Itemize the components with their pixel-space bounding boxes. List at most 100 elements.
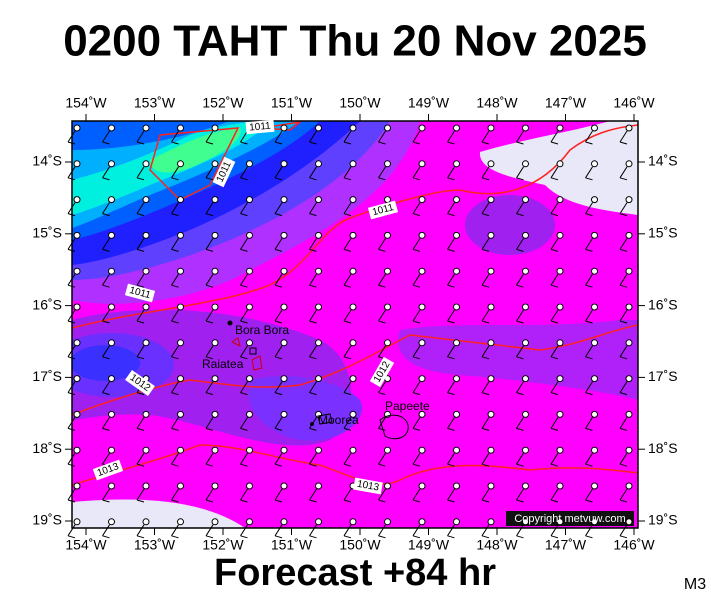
lat-label: 19˚S bbox=[32, 512, 62, 528]
barb-station bbox=[349, 518, 357, 526]
barb bbox=[171, 488, 179, 503]
lat-label: 16˚S bbox=[32, 296, 62, 312]
barb bbox=[67, 309, 76, 324]
barb bbox=[102, 166, 110, 181]
barb-station bbox=[487, 124, 495, 132]
barb-station bbox=[487, 339, 495, 347]
barb-station bbox=[418, 339, 426, 347]
barb-station bbox=[142, 124, 150, 132]
barb bbox=[309, 130, 317, 145]
barb-station bbox=[246, 339, 253, 347]
barb-station bbox=[177, 339, 184, 347]
barb bbox=[516, 130, 524, 145]
barb-station bbox=[142, 339, 150, 347]
barb-station bbox=[246, 482, 253, 490]
lon-label: 146˚W bbox=[613, 537, 655, 553]
barb-station bbox=[453, 482, 460, 490]
barb bbox=[274, 488, 283, 503]
barb bbox=[585, 524, 593, 539]
lat-label: 19˚S bbox=[648, 512, 678, 528]
barb-station bbox=[487, 410, 495, 418]
barb-station bbox=[522, 446, 529, 454]
barb-station bbox=[246, 518, 253, 526]
barb bbox=[585, 309, 593, 324]
barb-station bbox=[522, 196, 529, 204]
barb bbox=[481, 417, 490, 431]
barb bbox=[447, 166, 455, 181]
barb bbox=[102, 273, 110, 288]
barb bbox=[240, 488, 248, 503]
barb-station bbox=[315, 124, 322, 132]
barb bbox=[550, 417, 559, 431]
barb bbox=[102, 488, 110, 503]
barb bbox=[309, 238, 317, 252]
lat-label: 16˚S bbox=[648, 296, 678, 312]
barb bbox=[102, 309, 110, 324]
barb bbox=[102, 417, 110, 431]
barb bbox=[240, 345, 248, 360]
barb-station bbox=[349, 267, 357, 275]
barb-station bbox=[315, 339, 322, 347]
barb bbox=[309, 452, 317, 467]
barb-station bbox=[418, 196, 426, 204]
barb bbox=[171, 452, 179, 467]
barb bbox=[171, 273, 179, 288]
barb-station bbox=[591, 375, 598, 383]
barb-station bbox=[591, 482, 598, 490]
lat-label: 15˚S bbox=[32, 225, 62, 241]
barb bbox=[205, 238, 214, 252]
barb-station bbox=[73, 267, 81, 275]
barb-station bbox=[418, 160, 426, 168]
barb bbox=[481, 202, 490, 217]
barb bbox=[240, 202, 248, 217]
barb-station bbox=[384, 482, 391, 490]
barb-station bbox=[522, 410, 529, 418]
barb-station bbox=[556, 303, 564, 311]
barb bbox=[585, 130, 593, 145]
barb bbox=[516, 202, 524, 217]
barb bbox=[67, 381, 76, 396]
barb-station bbox=[108, 518, 115, 526]
barb-station bbox=[211, 303, 219, 311]
barb bbox=[343, 417, 352, 431]
barb bbox=[412, 273, 421, 288]
barb bbox=[481, 309, 490, 324]
barb-station bbox=[211, 375, 219, 383]
barb bbox=[102, 238, 110, 252]
lon-label: 151˚W bbox=[271, 95, 313, 111]
barb bbox=[205, 417, 214, 431]
lon-label: 153˚W bbox=[134, 95, 176, 111]
barb bbox=[205, 345, 214, 360]
barb bbox=[619, 417, 628, 431]
barb-station bbox=[142, 303, 150, 311]
barb bbox=[585, 345, 593, 360]
barb-station bbox=[142, 231, 150, 239]
barb-station bbox=[384, 231, 391, 239]
barb bbox=[412, 130, 421, 145]
barb-station bbox=[522, 160, 529, 168]
barb bbox=[412, 309, 421, 324]
barb bbox=[240, 309, 248, 324]
barb-station bbox=[280, 446, 288, 454]
barb bbox=[67, 273, 76, 288]
lon-label: 151˚W bbox=[271, 537, 313, 553]
barb bbox=[274, 202, 283, 217]
barb bbox=[136, 130, 145, 145]
lat-label: 18˚S bbox=[32, 440, 62, 456]
barb bbox=[274, 238, 283, 252]
barb-station bbox=[625, 303, 633, 311]
barb bbox=[274, 273, 283, 288]
barb-station bbox=[280, 303, 288, 311]
lon-label: 149˚W bbox=[408, 95, 450, 111]
forecast-label: Forecast +84 hr bbox=[214, 552, 496, 594]
barb-station bbox=[315, 482, 322, 490]
barb-station bbox=[211, 267, 219, 275]
barb bbox=[309, 309, 317, 324]
barb bbox=[619, 452, 628, 467]
barb bbox=[240, 273, 248, 288]
barb-station bbox=[591, 303, 598, 311]
barb-station bbox=[591, 124, 598, 132]
lon-label: 153˚W bbox=[134, 537, 176, 553]
lon-label: 147˚W bbox=[545, 95, 587, 111]
lon-label: 147˚W bbox=[545, 537, 587, 553]
